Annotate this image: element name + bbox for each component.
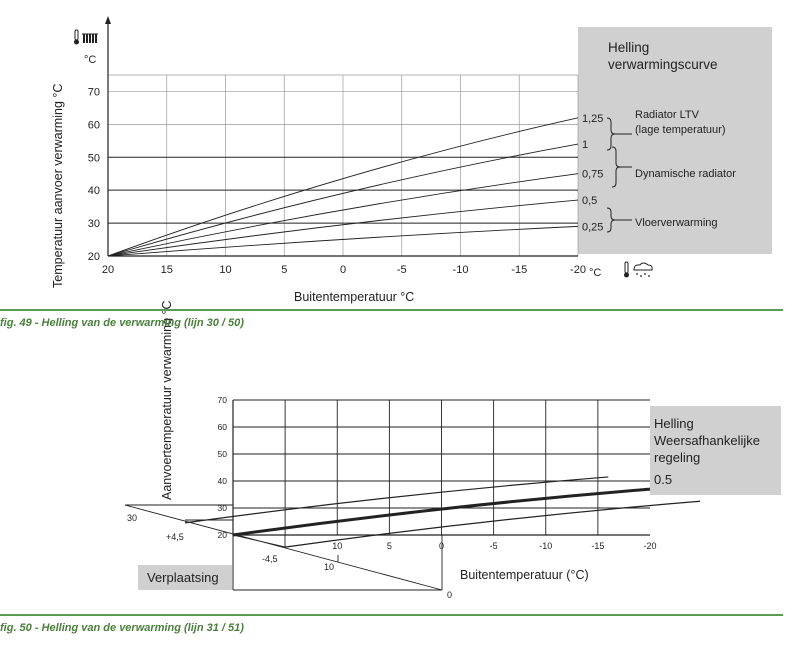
fig50-shift-10: 10 bbox=[324, 562, 334, 572]
fig49-y-tick: 50 bbox=[88, 152, 100, 164]
fig49-group-dynamic: Dynamische radiator bbox=[635, 168, 736, 180]
fig49-x-tick: 5 bbox=[281, 264, 287, 276]
fig50-series bbox=[184, 476, 701, 548]
fig49-x-tick: -15 bbox=[511, 264, 527, 276]
fig49-y-tick: 40 bbox=[88, 185, 100, 197]
fig49-caption-rule bbox=[0, 309, 783, 311]
fig50-x-tick: -5 bbox=[490, 541, 498, 551]
fig50-legend-title-1: Helling bbox=[654, 416, 694, 431]
fig49-group-radiator-ltv-1: Radiator LTV bbox=[635, 109, 700, 121]
fig50-legend-title-3: regeling bbox=[654, 450, 700, 465]
fig49-x-ticks: 20 15 10 5 0 -5 -10 -15 -20 bbox=[102, 264, 586, 276]
fig50-y-tick: 20 bbox=[218, 530, 228, 540]
fig49-y-tick: 20 bbox=[88, 251, 100, 263]
fig49-curve-label: 1,25 bbox=[582, 113, 603, 125]
fig50-x-tick: 10 bbox=[332, 541, 342, 551]
fig49-y-tick: 70 bbox=[88, 86, 100, 98]
fig49-brace-dynamic bbox=[611, 146, 632, 188]
thermometer-radiator-icon bbox=[74, 29, 98, 45]
fig50-projection-lines bbox=[124, 504, 443, 591]
fig50-caption-rule bbox=[0, 614, 783, 616]
fig49-curve bbox=[107, 173, 579, 257]
fig49-x-unit: °C bbox=[589, 267, 601, 279]
fig50-y-tick: 70 bbox=[218, 395, 228, 405]
fig49-y-ticks: 20 30 40 50 60 70 bbox=[88, 86, 100, 263]
fig49-y-arrow bbox=[105, 16, 111, 24]
fig49-x-tick: -20 bbox=[570, 264, 586, 276]
fig49-group-floor: Vloerverwarming bbox=[635, 217, 718, 229]
fig50-shift-box bbox=[138, 565, 232, 590]
fig50-legend-box bbox=[650, 406, 781, 495]
thermometer-weather-icon bbox=[624, 261, 653, 278]
fig49-xlabel: Buitentemperatuur °C bbox=[294, 290, 414, 304]
fig50-shift-plus: +4,5 bbox=[166, 532, 184, 542]
fig50-y-tick: 30 bbox=[218, 503, 228, 513]
fig49-y-tick: 60 bbox=[88, 119, 100, 131]
fig49-ylabel: Temperatuur aanvoer verwarming °C bbox=[51, 84, 65, 288]
fig50-x-ticks: 10 5 0 -5 -10 -15 -20 bbox=[332, 541, 656, 551]
fig50-legend-value: 0.5 bbox=[654, 472, 672, 487]
fig50-legend-title-2: Weersafhankelijke bbox=[654, 433, 760, 448]
fig50-y-tick: 50 bbox=[218, 449, 228, 459]
fig50-shift-0: 0 bbox=[447, 590, 452, 600]
fig49-legend-box bbox=[578, 27, 772, 254]
fig50-y-tick: 60 bbox=[218, 422, 228, 432]
fig49-y-unit: °C bbox=[84, 54, 96, 66]
fig50-y-tick: 40 bbox=[218, 476, 228, 486]
fig49-legend-title-1: Helling bbox=[608, 40, 649, 55]
fig50-caption: fig. 50 - Helling van de verwarming (lij… bbox=[0, 622, 244, 634]
fig50-xlabel: Buitentemperatuur (°C) bbox=[460, 568, 589, 582]
fig49-caption: fig. 49 - Helling van de verwarming (lij… bbox=[0, 317, 244, 329]
fig50-x-tick: -20 bbox=[643, 541, 656, 551]
fig49-grid bbox=[108, 74, 579, 257]
fig49-group-radiator-ltv-2: (lage temperatuur) bbox=[635, 124, 726, 136]
fig50-x-tick: 0 bbox=[439, 541, 444, 551]
fig49-curve bbox=[107, 117, 579, 257]
fig50-x-tick: -15 bbox=[591, 541, 604, 551]
fig49-curve bbox=[107, 143, 579, 257]
fig50-x-tick: -10 bbox=[539, 541, 552, 551]
fig50-grid bbox=[233, 400, 650, 535]
fig50-curve-up bbox=[184, 476, 609, 524]
fig49-curve bbox=[107, 225, 579, 257]
fig50-shift-minus: -4,5 bbox=[262, 554, 278, 564]
fig50-curve-down bbox=[284, 500, 701, 548]
fig49-curve-label: 0,5 bbox=[582, 195, 597, 207]
fig50-y-ticks: 20 30 40 50 60 70 bbox=[218, 395, 228, 540]
fig49-x-tick: 20 bbox=[102, 264, 114, 276]
fig49-brace-radiator-ltv bbox=[606, 117, 632, 151]
fig49-x-tick: -10 bbox=[453, 264, 469, 276]
fig49-series-labels: 1,25 1 0,75 0,5 0,25 bbox=[582, 113, 603, 234]
fig49-x-tick: 10 bbox=[219, 264, 231, 276]
fig50-x-tick: 5 bbox=[387, 541, 392, 551]
fig49-y-tick: 30 bbox=[88, 218, 100, 230]
fig49-series bbox=[107, 117, 579, 257]
fig49-x-tick: 0 bbox=[340, 264, 346, 276]
fig49-x-tick: -5 bbox=[397, 264, 407, 276]
fig49-x-tick: 15 bbox=[161, 264, 173, 276]
fig49-brace-floor bbox=[606, 207, 632, 233]
fig49-curve-label: 1 bbox=[582, 139, 588, 151]
fig49-curve-label: 0,25 bbox=[582, 221, 603, 233]
fig49-curve bbox=[107, 199, 579, 257]
fig49-curve-label: 0,75 bbox=[582, 169, 603, 181]
fig50-shift-30: 30 bbox=[127, 513, 137, 523]
fig50-ylabel-1: Aanvoertemperatuur verwarming °C bbox=[160, 300, 174, 500]
fig49-legend-title-2: verwarmingscurve bbox=[608, 57, 718, 72]
fig50-shift-box-label: Verplaatsing bbox=[147, 570, 219, 585]
fig50-curve-main bbox=[232, 487, 651, 537]
